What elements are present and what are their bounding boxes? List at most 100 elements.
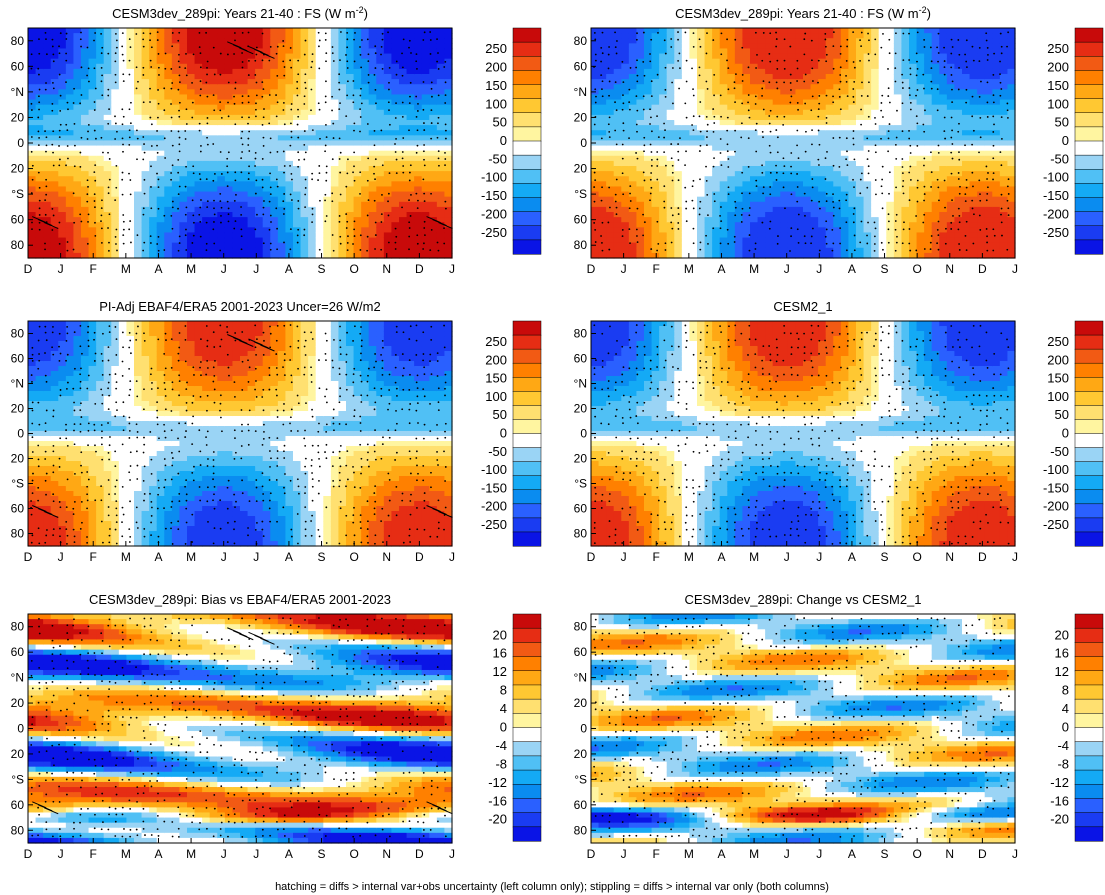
heatmap-cell <box>308 114 317 121</box>
heatmap-cell <box>224 140 234 147</box>
heatmap-cell <box>353 84 362 90</box>
stipple-dot <box>255 94 258 97</box>
stipple-dot <box>430 87 433 90</box>
heatmap-cell <box>156 186 165 193</box>
stipple-dot <box>121 178 124 181</box>
heatmap-cell <box>414 155 423 162</box>
heatmap-cell <box>270 130 279 136</box>
heatmap-cell <box>134 196 143 203</box>
heatmap-field <box>28 28 453 259</box>
heatmap-cell <box>330 68 340 75</box>
heatmap-cell <box>262 120 271 126</box>
heatmap-cell <box>179 94 188 101</box>
heatmap-cell <box>757 247 766 254</box>
heatmap-cell <box>300 48 309 55</box>
heatmap-cell <box>810 109 819 116</box>
heatmap-cell <box>795 43 804 50</box>
heatmap-cell <box>651 84 660 90</box>
heatmap-cell <box>156 222 165 228</box>
heatmap-cell <box>300 166 309 172</box>
heatmap-cell <box>742 109 751 116</box>
stipple-dot <box>65 38 68 40</box>
stipple-dot <box>213 173 216 175</box>
heatmap-cell <box>613 217 622 223</box>
heatmap-cell <box>712 38 721 44</box>
heatmap-cell <box>277 155 287 162</box>
heatmap-cell <box>803 171 812 177</box>
heatmap-cell <box>598 150 607 157</box>
colorbar-swatch <box>512 112 542 128</box>
heatmap-cell <box>429 232 438 239</box>
stipple-dot <box>52 53 55 56</box>
heatmap-cell <box>262 155 271 162</box>
stipple-dot <box>247 172 250 175</box>
stipple-dot <box>310 88 313 91</box>
heatmap-cell <box>591 155 600 162</box>
stipple-dot <box>373 199 376 202</box>
heatmap-cell <box>43 252 52 259</box>
stipple-dot <box>304 81 307 84</box>
heatmap-cell <box>262 166 271 172</box>
stipple-dot <box>191 116 194 119</box>
heatmap-cell <box>712 212 721 218</box>
heatmap-cell <box>780 109 789 116</box>
heatmap-cell <box>255 150 264 157</box>
heatmap-cell <box>315 140 324 147</box>
heatmap-cell <box>255 181 264 188</box>
heatmap-cell <box>628 181 638 188</box>
heatmap-cell <box>96 63 105 70</box>
heatmap-cell <box>429 74 438 80</box>
stipple-dot <box>38 101 41 104</box>
heatmap-cell <box>164 232 173 239</box>
heatmap-cell <box>224 252 234 259</box>
heatmap-cell <box>346 28 355 34</box>
heatmap-cell <box>644 53 653 60</box>
heatmap-cell <box>149 74 158 80</box>
heatmap-cell <box>43 145 52 152</box>
stipple-dot <box>198 213 201 216</box>
heatmap-cell <box>277 201 287 208</box>
heatmap-cell <box>780 155 789 162</box>
heatmap-cell <box>247 135 256 142</box>
heatmap-cell <box>833 171 842 177</box>
stipple-dot <box>212 46 215 49</box>
heatmap-cell <box>126 79 135 85</box>
heatmap-cell <box>421 99 430 106</box>
heatmap-cell <box>224 181 234 188</box>
heatmap-cell <box>179 104 188 111</box>
stipple-dot <box>374 234 377 236</box>
heatmap-cell <box>391 79 400 85</box>
heatmap-cell <box>757 145 766 152</box>
heatmap-cell <box>436 63 446 70</box>
heatmap-cell <box>308 217 317 223</box>
heatmap-cell <box>704 201 713 208</box>
heatmap-cell <box>323 140 332 147</box>
heatmap-cell <box>681 130 691 136</box>
stipple-dot <box>171 144 174 147</box>
heatmap-cell <box>833 242 842 249</box>
heatmap-cell <box>368 33 377 39</box>
heatmap-cell <box>598 99 607 106</box>
heatmap-cell <box>765 252 774 259</box>
heatmap-cell <box>795 74 804 80</box>
heatmap-cell <box>368 196 377 203</box>
stipple-dot <box>179 81 181 84</box>
heatmap-cell <box>285 94 294 101</box>
heatmap-cell <box>621 68 630 75</box>
heatmap-cell <box>436 232 446 239</box>
heatmap-cell <box>285 33 294 39</box>
stipple-dot <box>66 129 69 132</box>
heatmap-cell <box>179 232 188 239</box>
heatmap-cell <box>825 191 834 198</box>
heatmap-cell <box>818 135 827 142</box>
heatmap-cell <box>240 171 249 177</box>
heatmap-cell <box>187 186 196 193</box>
heatmap-cell <box>179 53 188 60</box>
heatmap-cell <box>674 135 683 142</box>
heatmap-cell <box>330 212 340 218</box>
heatmap-cell <box>421 53 430 60</box>
stipple-dot <box>142 207 145 210</box>
heatmap-cell <box>787 140 797 147</box>
heatmap-cell <box>88 79 97 85</box>
heatmap-cell <box>727 58 736 65</box>
